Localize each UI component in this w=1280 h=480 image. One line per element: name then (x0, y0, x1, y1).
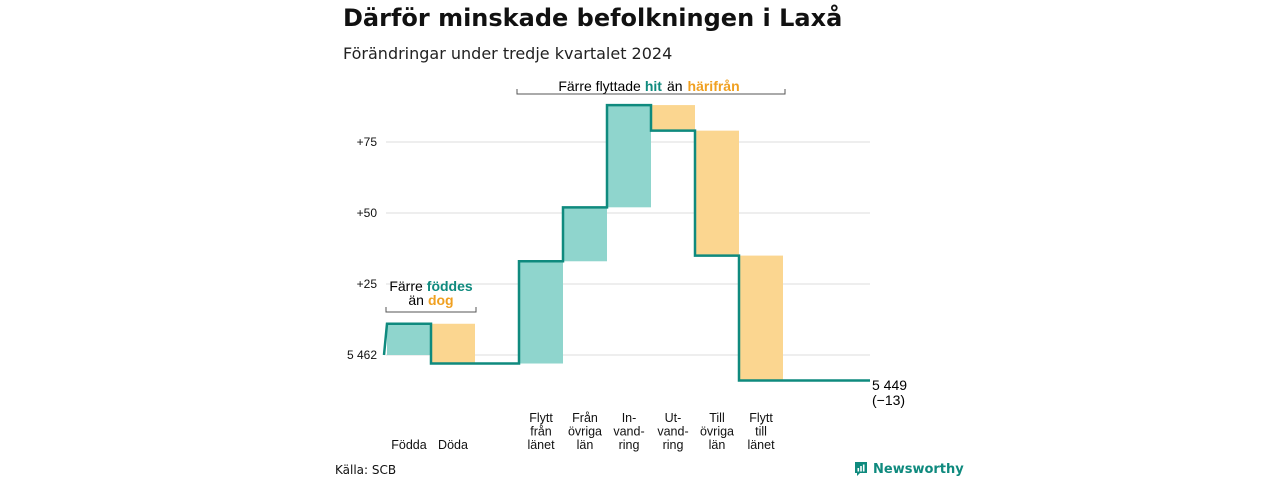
category-label: Ut- (665, 411, 682, 425)
chart-title: Därför minskade befolkningen i Laxå (343, 4, 843, 32)
category-label: till (755, 425, 767, 439)
category-label: övriga (700, 425, 734, 439)
y-tick-label: +25 (357, 277, 378, 291)
category-label: län (577, 438, 594, 452)
bar-outflow (739, 255, 783, 381)
source-note: Källa: SCB (335, 463, 397, 477)
bar-inflow (519, 261, 563, 364)
end-value-label: 5 449 (872, 377, 907, 393)
moves-annotation: Färre flyttade hit än härifrån (516, 78, 786, 95)
bars (387, 105, 783, 381)
newsworthy-logo-icon (855, 462, 867, 476)
category-label: länet (747, 438, 775, 452)
category-label: ring (619, 438, 640, 452)
y-tick-label: +50 (357, 206, 378, 220)
category-label: Döda (438, 438, 468, 452)
brand-name: Newsworthy (873, 461, 964, 477)
category-label: Till (709, 411, 725, 425)
running-total-path (382, 103, 870, 382)
category-label: In- (622, 411, 637, 425)
bar-inflow (387, 323, 431, 355)
category-label: Flytt (749, 411, 773, 425)
moves-annotation-text: Färre flyttade hit än härifrån (558, 78, 739, 94)
bar-outflow (651, 105, 695, 131)
category-label: vand- (613, 425, 644, 439)
births-bracket (385, 307, 477, 313)
y-axis-tick-labels: 5 462 +25 +50 +75 (347, 135, 377, 362)
category-label: Födda (391, 438, 426, 452)
end-change-label: (−13) (872, 392, 905, 408)
category-label: Från (572, 411, 598, 425)
category-label: Flytt (529, 411, 553, 425)
bar-inflow (563, 207, 607, 262)
category-label: från (530, 425, 552, 439)
moves-bracket (516, 89, 786, 95)
brand: Newsworthy (854, 461, 964, 477)
bar-inflow (607, 105, 651, 208)
y-tick-label: 5 462 (347, 348, 377, 362)
category-label: vand- (657, 425, 688, 439)
chart-subtitle: Förändringar under tredje kvartalet 2024 (343, 44, 673, 63)
y-tick-label: +75 (357, 135, 378, 149)
category-label: län (709, 438, 726, 452)
category-label: länet (527, 438, 555, 452)
births-annotation-line2: än dog (408, 292, 453, 308)
bar-outflow (431, 323, 475, 364)
running-total-line (382, 103, 870, 382)
births-annotation: Färre föddes än dog (385, 278, 477, 313)
category-label: ring (663, 438, 684, 452)
births-annotation-line1: Färre föddes (389, 278, 473, 294)
category-label: övriga (568, 425, 602, 439)
category-labels: Födda DödaFlyttfrånlänetFrånövrigalänIn-v… (391, 411, 775, 452)
bar-outflow (695, 130, 739, 256)
